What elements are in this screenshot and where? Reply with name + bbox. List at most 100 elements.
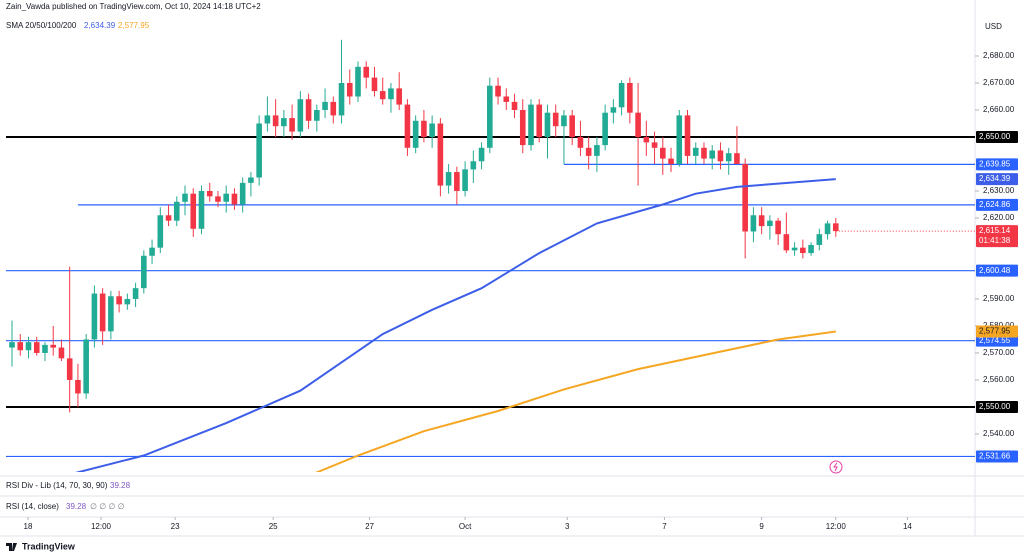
candle-body [454,172,460,191]
candle-body [627,82,633,113]
candle-body [544,112,551,137]
candle-body [165,215,172,221]
candle-body [816,234,823,245]
candle-body [124,298,131,305]
candle-body [676,115,683,164]
level-label-box [976,450,1018,463]
candle-body [701,147,707,159]
pane-value: 39.28 [66,502,87,511]
level-label: 2,600.48 [979,266,1011,275]
candle-body [709,150,716,159]
candle-body [791,247,798,251]
candle-body [742,163,748,232]
candle-body [511,101,518,110]
level-label: 2,624.86 [979,200,1011,209]
candle-body [9,342,15,348]
pane-extra: ∅ ∅ ∅ ∅ [90,502,125,511]
x-tick-label: 3 [565,522,570,531]
candle-body [668,158,674,164]
alert-icon-bolt [833,462,838,472]
y-tick-label: 2,630.00 [983,186,1015,195]
candle-body [503,96,510,102]
candle-body [404,104,411,148]
level-label: 2,550.00 [979,402,1011,411]
candle-body [116,296,122,305]
x-tick-label: 14 [903,522,912,531]
candle-body [800,247,806,254]
x-tick-label: Oct [459,522,472,531]
candle-body [149,247,155,256]
sma-line [75,178,836,472]
y-tick-label: 2,540.00 [983,429,1015,438]
level-label-box [976,198,1018,211]
candle-body [519,109,526,146]
pane-value: 39.28 [110,481,131,490]
candle-body [33,342,40,353]
candle-body [445,172,452,186]
candle-body [684,115,691,156]
candle-body [396,88,402,105]
candle-body [618,82,625,108]
candle-body [767,220,773,227]
candle-body [231,193,238,205]
x-tick-label: 12:00 [826,522,847,531]
candle-body [330,101,337,116]
y-tick-label: 2,560.00 [983,375,1015,384]
candle-body [536,104,543,137]
level-label: 2,531.66 [979,452,1011,461]
candle-body [25,342,32,351]
candle-body [272,115,279,127]
candle-body [66,358,73,380]
candle-body [412,120,419,148]
candle-body [363,66,370,78]
candle-body [173,201,180,221]
y-tick-label: 2,590.00 [983,294,1015,303]
candle-body [643,136,650,143]
candle-body [552,112,559,127]
sma-axis-label: 2,577.95 [979,327,1011,336]
level-label: 2,650.00 [979,132,1011,141]
x-tick-label: 27 [365,522,374,531]
candle-body [157,215,164,248]
pane-name: RSI Div - Lib (14, 70, 30, 90) [6,481,108,490]
candle-body [429,123,435,137]
level-label-box [976,264,1018,277]
alert-icon[interactable] [829,460,843,474]
candle-body [108,296,114,332]
candle-body [478,147,485,162]
candle-body [635,112,641,137]
candle-body [239,182,246,205]
candle-body [190,193,197,229]
level-label-box [976,130,1018,143]
candle-body [314,109,320,121]
candle-body [322,101,328,110]
brand: TradingView [22,541,76,551]
sma-label-box [976,325,1018,338]
header: Zain_Vawda published on TradingView.com,… [6,2,261,11]
level-label-box [976,334,1018,347]
plot-area [6,39,975,472]
x-tick-label: 12:00 [91,522,112,531]
level-label: 2,639.85 [979,159,1011,168]
candle-body [289,118,295,132]
candle-body [594,145,600,156]
pane-name: RSI (14, close) [6,502,59,511]
candle-body [725,153,732,162]
indicator-value: 2,634.39 [84,21,116,30]
last-price-box [976,225,1018,248]
candle-body [379,91,386,100]
candle-body [305,99,312,121]
x-tick-label: 7 [662,522,667,531]
candle-body [248,177,254,183]
candle-body [17,342,24,351]
level-label-box [976,158,1018,171]
candle-body [659,147,666,159]
x-tick-label: 18 [24,522,33,531]
candle-body [487,85,493,148]
candle-body [569,115,575,137]
candle-body [824,223,831,235]
candle-body [651,142,658,148]
brand-logo [6,543,17,551]
candle-body [346,82,353,97]
